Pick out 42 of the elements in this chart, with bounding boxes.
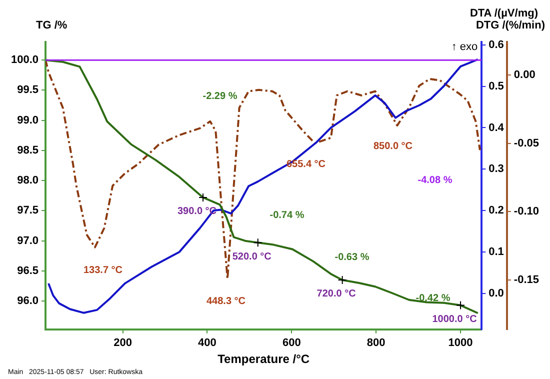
annotation: 133.7 °C	[83, 264, 123, 276]
y3-tick-label: -0.15	[514, 274, 540, 286]
annotation: -0.42 %	[416, 292, 450, 304]
y-tick-label: 97.5	[17, 204, 39, 217]
annotation: -0.74 %	[270, 210, 304, 221]
annotation: -2.29 %	[202, 90, 238, 102]
y-tick-label: 98.5	[17, 144, 39, 156]
y2-tick-label: 0.6	[488, 38, 504, 51]
y2-tick-label: 0.4	[488, 122, 505, 134]
y-tick-label: 100.0	[10, 54, 39, 66]
x-tick-label: 1000	[448, 337, 473, 350]
y-tick-label: 98.0	[17, 174, 39, 187]
annotation: 655.4 °C	[286, 158, 326, 170]
annotation: 850.0 °C	[373, 140, 413, 152]
annotation: -0.63 %	[334, 252, 370, 263]
y2-tick-label: 0.1	[488, 246, 504, 258]
y2-tick-label: 0.5	[488, 80, 504, 92]
y-tick-label: 99.5	[17, 84, 39, 96]
annotation: 448.3 °C	[206, 296, 246, 307]
annotation: -4.08 %	[418, 174, 452, 186]
y-tick-label: 96.5	[17, 264, 39, 277]
x-axis-title: Temperature /°C	[218, 352, 310, 366]
y-tick-label: 97.0	[17, 234, 39, 247]
annotation: 1000.0 °C	[432, 314, 477, 326]
y3-tick-label: -0.05	[514, 137, 540, 150]
annotation: 520.0 °C	[232, 251, 272, 262]
y-tick-label: 96.0	[17, 295, 39, 308]
x-tick-label: 600	[282, 337, 301, 350]
annotation: ↑ exo	[451, 41, 478, 53]
y2-tick-label: 0.3	[488, 163, 504, 176]
y-tick-label: 99.0	[17, 114, 39, 126]
y2-tick-label: 0.2	[488, 204, 504, 217]
y3-axis-title: DTG /(%/min)	[476, 20, 546, 32]
annotation: 720.0 °C	[316, 288, 356, 300]
x-tick-label: 800	[366, 337, 386, 350]
y3-tick-label: -0.10	[514, 206, 540, 218]
x-tick-label: 200	[114, 337, 132, 350]
y-axis-title: TG /%	[36, 20, 68, 32]
y3-tick-label: 0.00	[514, 68, 536, 81]
x-tick-label: 400	[198, 337, 216, 350]
y2-tick-label: 0.0	[488, 287, 504, 300]
y2-axis-title: DTA /(µV/mg)	[470, 8, 538, 20]
